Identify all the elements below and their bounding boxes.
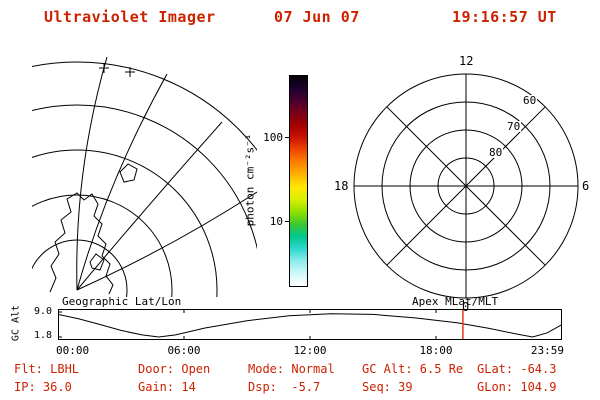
mlat-ring-label-80: 80 [488,146,504,159]
status-seq: Seq: 39 [362,380,413,394]
polar-grid [353,73,579,299]
colorbar-gradient [289,75,308,287]
gc-alt-curve [58,313,562,338]
x-tick-1200: 12:00 [293,344,327,357]
status-ip: IP: 36.0 [14,380,72,394]
mlt-label-0: 0 [462,300,470,314]
colorbar-tick-10: 10 [269,215,283,228]
mlat-ring-label-60: 60 [522,94,538,107]
status-gc-alt: GC Alt: 6.5 Re [362,362,464,376]
geographic-map [32,56,257,297]
strip-chart [58,309,562,340]
header-date: 07 Jun 07 [274,8,360,26]
strip-y-axis-label: GC Alt [10,304,22,342]
strip-chart-frame [58,309,562,340]
mlt-label-18: 18 [334,179,349,193]
status-flt: Flt: LBHL [14,362,80,376]
mlt-label-12: 12 [459,54,474,68]
app-title: Ultraviolet Imager [44,8,216,26]
mlt-label-6: 6 [582,179,590,193]
strip-y-tick-1: 1.8 [33,330,52,341]
header-time: 19:16:57 UT [452,8,557,26]
colorbar-tickmark-upper [285,137,290,138]
status-mode: Mode: Normal [248,362,335,376]
mlat-ring-label-70: 70 [506,120,522,133]
strip-chart-ticks [58,309,437,340]
colorbar-unit-label: photon cm⁻²s⁻¹ [243,133,257,227]
status-glat: GLat: -64.3 [477,362,557,376]
polar-plot [353,73,579,299]
x-tick-2359: 23:59 [530,344,564,357]
lat-lon-grid [32,56,257,297]
x-tick-0000: 00:00 [56,344,90,357]
colorbar-tickmark-lower [285,221,290,222]
strip-y-tick-9: 9.0 [33,306,52,317]
status-gain: Gain: 14 [138,380,196,394]
status-glon: GLon: 104.9 [477,380,557,394]
x-tick-0600: 06:00 [167,344,201,357]
map-panel-title: Geographic Lat/Lon [62,295,182,308]
x-tick-1800: 18:00 [419,344,453,357]
coastline [49,163,138,295]
colorbar-tick-100: 100 [263,131,283,144]
polar-panel-title: Apex MLat/MLT [412,295,499,308]
status-door: Door: Open [138,362,211,376]
star-markers [99,63,135,77]
status-dsp: Dsp: -5.7 [248,380,321,394]
